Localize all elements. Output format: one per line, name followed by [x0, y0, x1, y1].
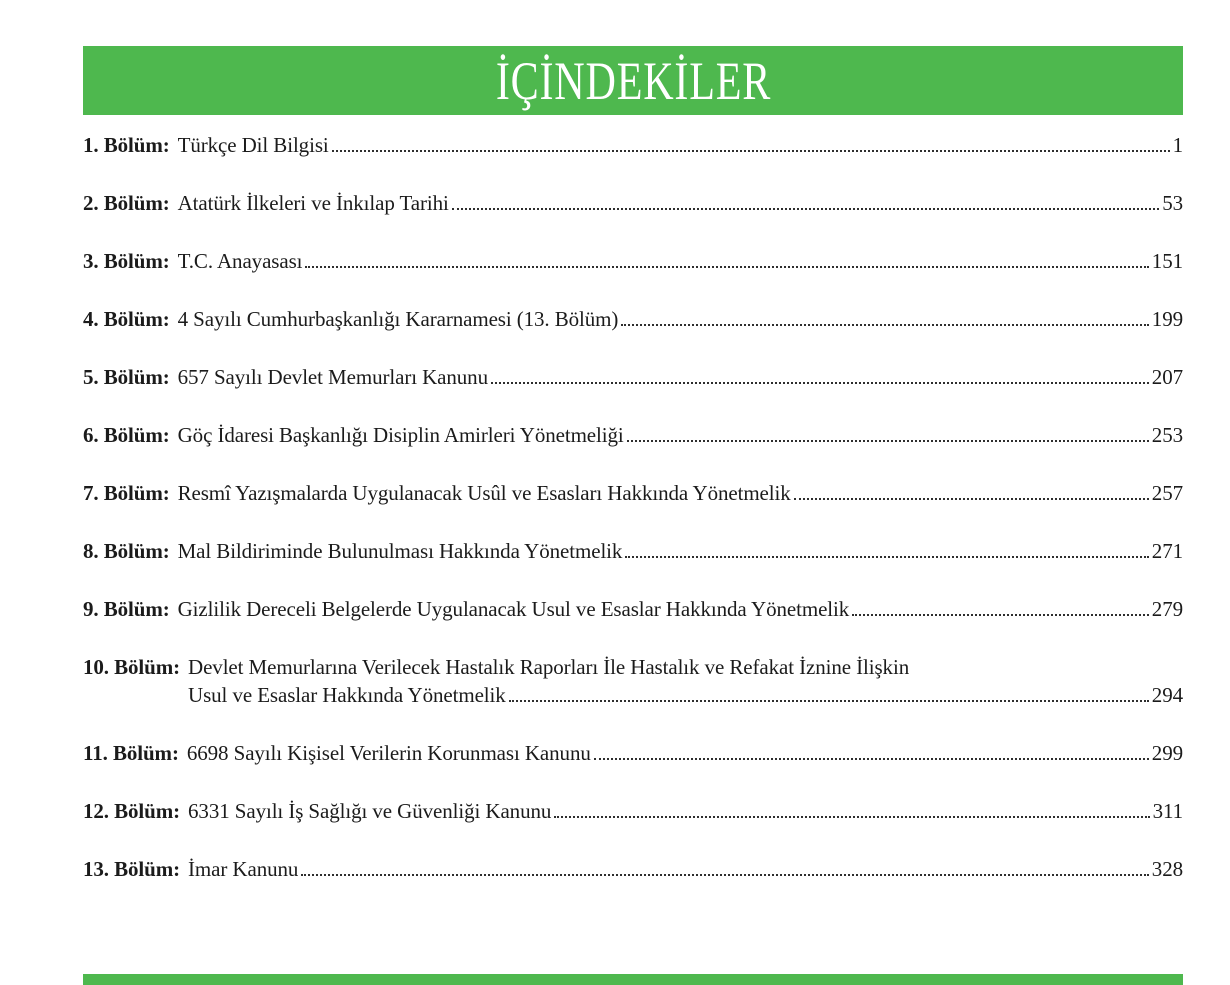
toc-entry-label: 3. Bölüm:: [83, 249, 170, 273]
toc-entry: 9. Bölüm: Gizlilik Dereceli Belgelerde Uy…: [83, 598, 1183, 621]
toc-entry-title: Atatürk İlkeleri ve İnkılap Tarihi: [177, 191, 449, 215]
toc-entry: 4. Bölüm: 4 Sayılı Cumhurbaşkanlığı Karar…: [83, 308, 1183, 331]
toc-dot-leader: [852, 614, 1149, 616]
toc-entry-label: 5. Bölüm:: [83, 365, 170, 389]
toc-entry-page: 257: [1151, 481, 1183, 505]
toc-entry: 3. Bölüm: T.C. Anayasası 151: [83, 250, 1183, 273]
toc-entry: 11. Bölüm: 6698 Sayılı Kişisel Verilerin …: [83, 742, 1183, 765]
toc-entry-page: 1: [1172, 133, 1184, 157]
toc-entry-title: İmar Kanunu: [188, 857, 299, 881]
toc-dot-leader: [451, 208, 1160, 210]
toc-entry-label: 6. Bölüm:: [83, 423, 170, 447]
toc-entry-page: 299: [1151, 741, 1183, 765]
toc-entry-label: 13. Bölüm:: [83, 857, 181, 881]
toc-dot-leader: [625, 556, 1149, 558]
toc-dot-leader: [793, 498, 1149, 500]
toc-entry-title: 6331 Sayılı İş Sağlığı ve Güvenliği Kanu…: [188, 799, 552, 823]
toc-entry: 10. Bölüm: Devlet Memurlarına Verilecek H…: [83, 656, 1183, 707]
toc-entry: 1. Bölüm: Türkçe Dil Bilgisi 1: [83, 134, 1183, 157]
toc-entry-page: 271: [1151, 539, 1183, 563]
toc-entry-title-line2: Usul ve Esaslar Hakkında Yönetmelik: [188, 683, 506, 707]
toc-dot-leader: [626, 440, 1149, 442]
toc-entry: 13. Bölüm: İmar Kanunu 328: [83, 858, 1183, 881]
toc-entry-title: Mal Bildiriminde Bulunulması Hakkında Yö…: [177, 539, 623, 563]
toc-entry-page: 199: [1151, 307, 1183, 331]
toc-entry-label: 2. Bölüm:: [83, 191, 170, 215]
toc-entry: 6. Bölüm: Göç İdaresi Başkanlığı Disiplin…: [83, 424, 1183, 447]
toc-entry-title-line1: Devlet Memurlarına Verilecek Hastalık Ra…: [188, 655, 910, 679]
toc-entry-page: 328: [1151, 857, 1183, 881]
toc-entry-page: 53: [1162, 191, 1183, 215]
footer-bar: [83, 974, 1183, 985]
toc-dot-leader: [508, 700, 1149, 702]
toc-entry-label: 12. Bölüm:: [83, 799, 181, 823]
toc-entry-content: Devlet Memurlarına Verilecek Hastalık Ra…: [188, 656, 1183, 707]
toc-header-banner: İÇİNDEKİLER: [83, 46, 1183, 115]
toc-dot-leader: [490, 382, 1149, 384]
toc-entry: 2. Bölüm: Atatürk İlkeleri ve İnkılap Tar…: [83, 192, 1183, 215]
toc-entry-page: 253: [1151, 423, 1183, 447]
toc-entry: 5. Bölüm: 657 Sayılı Devlet Memurları Kan…: [83, 366, 1183, 389]
toc-dot-leader: [621, 324, 1149, 326]
toc-entry-title: 657 Sayılı Devlet Memurları Kanunu: [177, 365, 488, 389]
toc-dot-leader: [331, 150, 1170, 152]
toc-entry-page: 311: [1152, 799, 1184, 823]
toc-entry-page: 294: [1151, 683, 1183, 707]
toc-entry-label: 9. Bölüm:: [83, 597, 170, 621]
toc-entry-page: 207: [1151, 365, 1183, 389]
toc-entry: 8. Bölüm: Mal Bildiriminde Bulunulması Ha…: [83, 540, 1183, 563]
toc-dot-leader: [593, 758, 1149, 760]
toc-dot-leader: [554, 816, 1150, 818]
toc-list: 1. Bölüm: Türkçe Dil Bilgisi 1 2. Bölüm: Ata…: [83, 134, 1183, 916]
toc-entry-title: Gizlilik Dereceli Belgelerde Uygulanacak…: [177, 597, 850, 621]
toc-entry-line2: Usul ve Esaslar Hakkında Yönetmelik 294: [188, 684, 1183, 707]
toc-entry-title: Göç İdaresi Başkanlığı Disiplin Amirleri…: [177, 423, 624, 447]
toc-entry: 12. Bölüm: 6331 Sayılı İş Sağlığı ve Güve…: [83, 800, 1183, 823]
toc-entry-title: T.C. Anayasası: [177, 249, 303, 273]
toc-entry-title: Resmî Yazışmalarda Uygulanacak Usûl ve E…: [177, 481, 791, 505]
toc-entry-label: 4. Bölüm:: [83, 307, 170, 331]
toc-entry-title: 6698 Sayılı Kişisel Verilerin Korunması …: [186, 741, 591, 765]
toc-entry-title: Türkçe Dil Bilgisi: [177, 133, 329, 157]
toc-entry-page: 151: [1151, 249, 1183, 273]
toc-entry-label: 11. Bölüm:: [83, 741, 179, 765]
toc-dot-leader: [305, 266, 1149, 268]
toc-entry-label: 8. Bölüm:: [83, 539, 170, 563]
page-title: İÇİNDEKİLER: [495, 50, 771, 111]
toc-entry-page: 279: [1151, 597, 1183, 621]
toc-entry-title: 4 Sayılı Cumhurbaşkanlığı Kararnamesi (1…: [177, 307, 619, 331]
toc-dot-leader: [301, 874, 1149, 876]
toc-entry-label: 10. Bölüm:: [83, 655, 181, 679]
toc-entry-label: 1. Bölüm:: [83, 133, 170, 157]
toc-entry-label: 7. Bölüm:: [83, 481, 170, 505]
toc-entry: 7. Bölüm: Resmî Yazışmalarda Uygulanacak …: [83, 482, 1183, 505]
